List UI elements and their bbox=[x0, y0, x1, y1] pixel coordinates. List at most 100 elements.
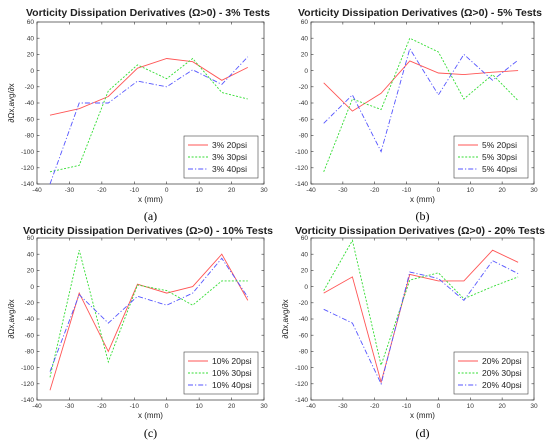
x-tick-label: 20 bbox=[499, 403, 507, 410]
x-tick-label: 10 bbox=[196, 187, 204, 194]
legend-entry: 20% 40psi bbox=[482, 380, 522, 390]
y-tick-label: -140 bbox=[295, 181, 308, 188]
chart-title: Vorticity Dissipation Derivatives (Ω>0) … bbox=[23, 225, 273, 237]
y-tick-label: -20 bbox=[25, 300, 35, 307]
x-tick-label: 20 bbox=[499, 187, 507, 194]
y-tick-label: -20 bbox=[299, 84, 309, 91]
y-tick-label: -40 bbox=[25, 100, 35, 107]
panel-caption: (b) bbox=[416, 209, 430, 223]
x-tick-label: -10 bbox=[130, 187, 140, 194]
series-line-1 bbox=[49, 253, 249, 391]
y-tick-label: -40 bbox=[299, 100, 309, 107]
series-line-2 bbox=[49, 250, 248, 378]
x-tick-label: -10 bbox=[402, 403, 412, 410]
legend-entry: 5% 30psi bbox=[482, 152, 517, 162]
x-tick-label: 0 bbox=[165, 403, 169, 410]
x-tick-label: -10 bbox=[402, 187, 412, 194]
y-axis-label: ∂Ωx,avg/∂x bbox=[7, 83, 16, 122]
series-line-3 bbox=[323, 260, 519, 386]
y-tick-label: -120 bbox=[295, 381, 308, 388]
y-tick-label: -100 bbox=[295, 365, 308, 372]
series-line-1 bbox=[323, 60, 519, 112]
y-tick-label: -120 bbox=[295, 165, 308, 172]
y-tick-label: -40 bbox=[299, 316, 309, 323]
y-tick-label: 20 bbox=[27, 52, 35, 59]
y-tick-label: -20 bbox=[299, 300, 309, 307]
y-tick-label: 40 bbox=[301, 35, 309, 42]
y-tick-label: -60 bbox=[299, 116, 309, 123]
legend-entry: 3% 30psi bbox=[212, 152, 247, 162]
x-tick-label: -30 bbox=[338, 187, 348, 194]
series-line-2 bbox=[323, 239, 519, 367]
legend-entry: 10% 30psi bbox=[212, 368, 252, 378]
legend-entry: 5% 20psi bbox=[482, 140, 517, 150]
y-tick-label: 40 bbox=[301, 251, 309, 258]
x-tick-label: -40 bbox=[32, 187, 42, 194]
x-tick-label: -20 bbox=[97, 187, 107, 194]
chart-title: Vorticity Dissipation Derivatives (Ω>0) … bbox=[298, 7, 542, 19]
x-axis-label: x (mm) bbox=[410, 195, 435, 204]
series-line-2 bbox=[49, 57, 248, 173]
x-tick-label: 10 bbox=[467, 187, 475, 194]
x-tick-label: -40 bbox=[306, 403, 316, 410]
y-tick-label: -60 bbox=[299, 332, 309, 339]
x-tick-label: 10 bbox=[467, 403, 475, 410]
series-line-1 bbox=[323, 249, 519, 384]
legend: 5% 20psi 5% 30psi 5% 40psi bbox=[453, 135, 529, 179]
y-tick-label: -140 bbox=[295, 397, 308, 404]
x-tick-label: -40 bbox=[32, 403, 42, 410]
panel-caption: (c) bbox=[144, 426, 157, 440]
y-tick-label: 0 bbox=[30, 284, 34, 291]
x-tick-label: 10 bbox=[196, 403, 204, 410]
y-tick-label: -100 bbox=[295, 149, 308, 156]
x-tick-label: -40 bbox=[306, 187, 316, 194]
legend: 20% 20psi 20% 30psi 20% 40psi bbox=[453, 351, 529, 395]
y-tick-label: -140 bbox=[21, 181, 34, 188]
y-tick-label: -40 bbox=[25, 316, 35, 323]
legend-entry: 10% 20psi bbox=[212, 356, 252, 366]
x-tick-label: 20 bbox=[228, 403, 236, 410]
legend-entry: 20% 30psi bbox=[482, 368, 522, 378]
y-tick-label: -100 bbox=[21, 149, 34, 156]
legend-entry: 5% 40psi bbox=[482, 164, 517, 174]
y-tick-label: -120 bbox=[21, 165, 34, 172]
x-tick-label: -30 bbox=[65, 403, 75, 410]
y-tick-label: -100 bbox=[21, 365, 34, 372]
chart-panel-3: Vorticity Dissipation Derivatives (Ω>0) … bbox=[7, 225, 273, 440]
y-tick-label: -80 bbox=[299, 133, 309, 140]
legend: 10% 20psi 10% 30psi 10% 40psi bbox=[183, 351, 259, 395]
x-tick-label: 30 bbox=[530, 403, 538, 410]
chart-panel-2: Vorticity Dissipation Derivatives (Ω>0) … bbox=[295, 7, 542, 223]
y-tick-label: 60 bbox=[27, 235, 35, 242]
series-line-3 bbox=[49, 56, 249, 184]
y-tick-label: 0 bbox=[304, 284, 308, 291]
y-tick-label: 60 bbox=[301, 19, 309, 26]
series-line-3 bbox=[49, 257, 249, 372]
y-tick-label: 20 bbox=[301, 52, 309, 59]
series-line-2 bbox=[323, 37, 519, 172]
x-tick-label: 0 bbox=[437, 187, 441, 194]
y-tick-label: -20 bbox=[25, 84, 35, 91]
y-tick-label: -80 bbox=[25, 133, 35, 140]
x-tick-label: 30 bbox=[530, 187, 538, 194]
y-tick-label: -120 bbox=[21, 381, 34, 388]
x-tick-label: 0 bbox=[165, 187, 169, 194]
x-axis-label: x (mm) bbox=[138, 411, 163, 420]
x-tick-label: 20 bbox=[228, 187, 236, 194]
x-tick-label: -20 bbox=[97, 403, 107, 410]
legend-entry: 3% 20psi bbox=[212, 140, 247, 150]
chart-panel-1: Vorticity Dissipation Derivatives (Ω>0) … bbox=[7, 7, 270, 223]
y-tick-label: 20 bbox=[301, 268, 309, 275]
x-tick-label: -20 bbox=[370, 187, 380, 194]
y-tick-label: 60 bbox=[27, 19, 35, 26]
y-axis-label: ∂Ωx,avg/∂x bbox=[7, 299, 16, 338]
panel-caption: (d) bbox=[416, 426, 430, 440]
y-axis-label: ∂Ωx,avg/∂x bbox=[281, 299, 290, 338]
y-tick-label: 0 bbox=[304, 68, 308, 75]
chart-panel-4: Vorticity Dissipation Derivatives (Ω>0) … bbox=[281, 225, 545, 440]
x-tick-label: 30 bbox=[260, 187, 268, 194]
x-axis-label: x (mm) bbox=[410, 411, 435, 420]
y-tick-label: -140 bbox=[21, 397, 34, 404]
y-tick-label: -80 bbox=[25, 349, 35, 356]
